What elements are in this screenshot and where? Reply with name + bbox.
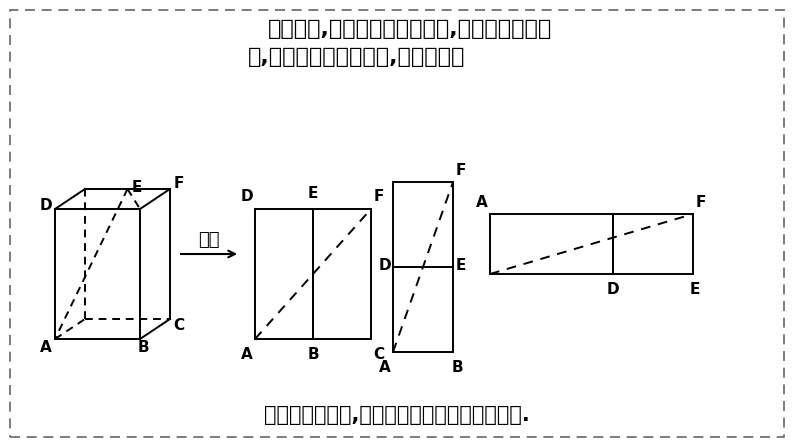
Text: E: E bbox=[690, 282, 700, 297]
Text: E: E bbox=[456, 257, 466, 273]
Text: D: D bbox=[379, 257, 391, 273]
Text: D: D bbox=[40, 198, 52, 212]
Bar bbox=[613, 214, 693, 274]
Text: C: C bbox=[373, 347, 384, 362]
Text: F: F bbox=[174, 176, 184, 190]
Bar bbox=[255, 209, 313, 339]
Text: B: B bbox=[137, 341, 148, 355]
Text: 展开方式有多种,一般沿最长棱展开路径长最短.: 展开方式有多种,一般沿最长棱展开路径长最短. bbox=[264, 405, 530, 425]
Text: F: F bbox=[456, 163, 466, 178]
Text: A: A bbox=[379, 360, 391, 375]
Text: F: F bbox=[374, 189, 384, 204]
Text: B: B bbox=[307, 347, 319, 362]
Text: A: A bbox=[40, 341, 52, 355]
Bar bbox=[313, 209, 371, 339]
Text: D: D bbox=[607, 282, 619, 297]
Text: A: A bbox=[241, 347, 252, 362]
Text: E: E bbox=[308, 186, 318, 201]
Text: 长方体中,求两点的最短路径长,将相邻两个面展: 长方体中,求两点的最短路径长,将相邻两个面展 bbox=[268, 19, 552, 39]
Bar bbox=[393, 182, 453, 352]
Text: F: F bbox=[696, 195, 706, 210]
Bar bbox=[490, 214, 613, 274]
Text: C: C bbox=[173, 319, 184, 333]
Text: A: A bbox=[476, 195, 488, 210]
Text: D: D bbox=[241, 189, 253, 204]
Text: 展开: 展开 bbox=[198, 231, 220, 249]
Text: B: B bbox=[451, 360, 463, 375]
Text: E: E bbox=[131, 180, 141, 194]
Text: 开,转化到一个长方形中,如图所示：: 开,转化到一个长方形中,如图所示： bbox=[248, 47, 465, 67]
